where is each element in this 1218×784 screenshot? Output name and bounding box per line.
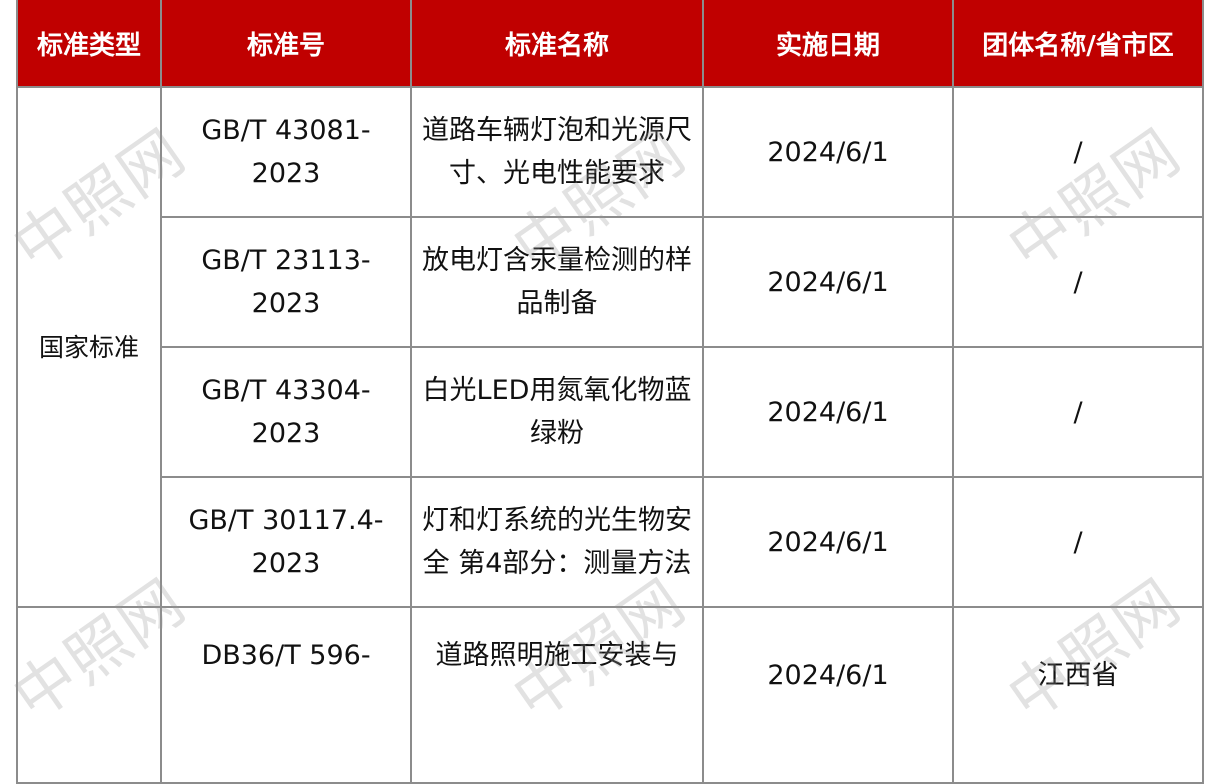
organization: /	[952, 216, 1204, 348]
standards-table: 标准类型 标准号 标准名称 实施日期 团体名称/省市区 国家标准 GB/T 43…	[16, 0, 1204, 784]
category-cell	[16, 606, 162, 784]
standard-name: 白光LED用氮氧化物蓝绿粉	[410, 346, 704, 478]
effective-date: 2024/6/1	[702, 216, 954, 348]
effective-date: 2024/6/1	[702, 476, 954, 608]
header-number: 标准号	[160, 0, 412, 88]
header-org: 团体名称/省市区	[952, 0, 1204, 88]
effective-date: 2024/6/1	[702, 86, 954, 218]
standard-number: GB/T 43304-2023	[160, 346, 412, 478]
standard-number: GB/T 43081-2023	[160, 86, 412, 218]
standard-name: 灯和灯系统的光生物安全 第4部分：测量方法	[410, 476, 704, 608]
table-row: GB/T 43304-2023 白光LED用氮氧化物蓝绿粉 2024/6/1 /	[17, 346, 1204, 478]
header-row: 标准类型 标准号 标准名称 实施日期 团体名称/省市区	[16, 0, 1204, 88]
table-row: GB/T 23113-2023 放电灯含汞量检测的样品制备 2024/6/1 /	[17, 216, 1204, 348]
organization: /	[952, 476, 1204, 608]
standard-name: 道路车辆灯泡和光源尺寸、光电性能要求	[410, 86, 704, 218]
category-cell: 国家标准	[16, 86, 162, 608]
header-type: 标准类型	[16, 0, 162, 88]
effective-date: 2024/6/1	[702, 606, 954, 784]
table-row: 国家标准 GB/T 43081-2023 道路车辆灯泡和光源尺寸、光电性能要求 …	[16, 86, 1204, 608]
standard-number: GB/T 30117.4-2023	[160, 476, 412, 608]
standard-name: 道路照明施工安装与	[410, 606, 704, 784]
organization: /	[952, 86, 1204, 218]
standard-name: 放电灯含汞量检测的样品制备	[410, 216, 704, 348]
standard-number: DB36/T 596-	[160, 606, 412, 784]
header-name: 标准名称	[410, 0, 704, 88]
table-row: DB36/T 596- 道路照明施工安装与 2024/6/1 江西省	[16, 606, 1204, 784]
header-date: 实施日期	[702, 0, 954, 88]
organization: 江西省	[952, 606, 1204, 784]
standard-number: GB/T 23113-2023	[160, 216, 412, 348]
effective-date: 2024/6/1	[702, 346, 954, 478]
organization: /	[952, 346, 1204, 478]
table-row: GB/T 30117.4-2023 灯和灯系统的光生物安全 第4部分：测量方法 …	[17, 476, 1204, 608]
